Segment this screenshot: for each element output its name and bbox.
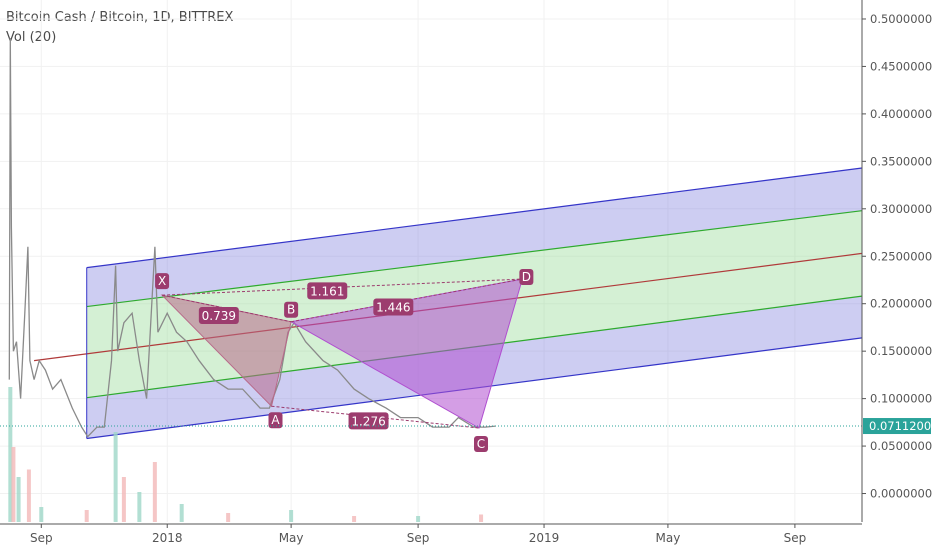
- volume-bar: [226, 513, 231, 522]
- pattern-point-c: C: [474, 436, 489, 453]
- ratio-label-2: 1.446: [373, 298, 414, 316]
- ratio-badge: [307, 282, 348, 300]
- pattern-point-label: X: [158, 274, 166, 288]
- pattern-point-a: A: [268, 412, 283, 429]
- volume-bar: [137, 492, 142, 522]
- x-tick-label-4: 2019: [529, 531, 560, 545]
- price-line: [8, 37, 496, 438]
- volume-bar: [352, 516, 357, 522]
- volume-bar: [113, 432, 118, 522]
- x-tick-label-1: 2018: [152, 531, 183, 545]
- ratio-label-1: 1.161: [307, 282, 348, 300]
- last-price-tag: 0.07112006: [863, 418, 932, 435]
- pattern-point-badge: [155, 273, 170, 290]
- pattern-point-label: D: [522, 270, 531, 284]
- volume-bar: [179, 504, 184, 522]
- volume-bar: [416, 516, 421, 522]
- volume-bar: [16, 477, 21, 522]
- pattern-point-label: A: [271, 413, 280, 427]
- volume-bar: [26, 469, 31, 522]
- last-price-tag-text: 0.07112006: [869, 419, 932, 433]
- ratio-label-3: 1.276: [348, 412, 389, 430]
- chart-legend: Bitcoin Cash / Bitcoin, 1D, BITTREX Vol …: [6, 8, 233, 48]
- volume-bar: [11, 447, 16, 522]
- channel-upper-outer-line: [86, 167, 863, 269]
- volume-bar: [289, 510, 294, 522]
- volume-bar: [8, 387, 13, 522]
- ratio-value: 0.739: [202, 309, 236, 323]
- pattern-point-badge: [519, 269, 534, 286]
- pattern-point-label: B: [287, 303, 295, 317]
- ratio-value: 1.276: [351, 414, 385, 428]
- ratio-badge: [373, 298, 414, 316]
- channel-upper-band: [86, 167, 862, 307]
- pattern-point-label: C: [477, 437, 485, 451]
- pattern-point-d: D: [519, 269, 534, 286]
- volume-bar: [84, 510, 89, 522]
- ratio-value: 1.446: [376, 301, 410, 315]
- volume-bar: [39, 507, 44, 522]
- last-price-tag-bg: [863, 418, 931, 435]
- ratio-badge: [348, 412, 389, 430]
- pattern-point-badge: [268, 412, 283, 429]
- x-tick-label-6: Sep: [784, 531, 807, 545]
- x-tick-label-5: May: [656, 531, 681, 545]
- ratio-badge: [198, 307, 239, 325]
- ratio-label-0: 0.739: [198, 307, 239, 325]
- pattern-point-x: X: [155, 273, 170, 290]
- x-tick-label-3: Sep: [407, 531, 430, 545]
- volume-bar: [121, 477, 126, 522]
- ratio-value: 1.161: [310, 284, 344, 298]
- x-tick-label-0: Sep: [30, 531, 53, 545]
- volume-bar: [152, 462, 157, 522]
- x-tick-label-2: May: [279, 531, 304, 545]
- volume-bar: [479, 514, 484, 522]
- pattern-point-badge: [284, 301, 299, 318]
- volume-indicator-label[interactable]: Vol (20): [6, 30, 57, 45]
- channel-upper-inner-line: [86, 210, 863, 308]
- pattern-point-b: B: [284, 301, 299, 318]
- symbol-title[interactable]: Bitcoin Cash / Bitcoin, 1D, BITTREX: [6, 10, 234, 25]
- pattern-point-badge: [474, 436, 489, 453]
